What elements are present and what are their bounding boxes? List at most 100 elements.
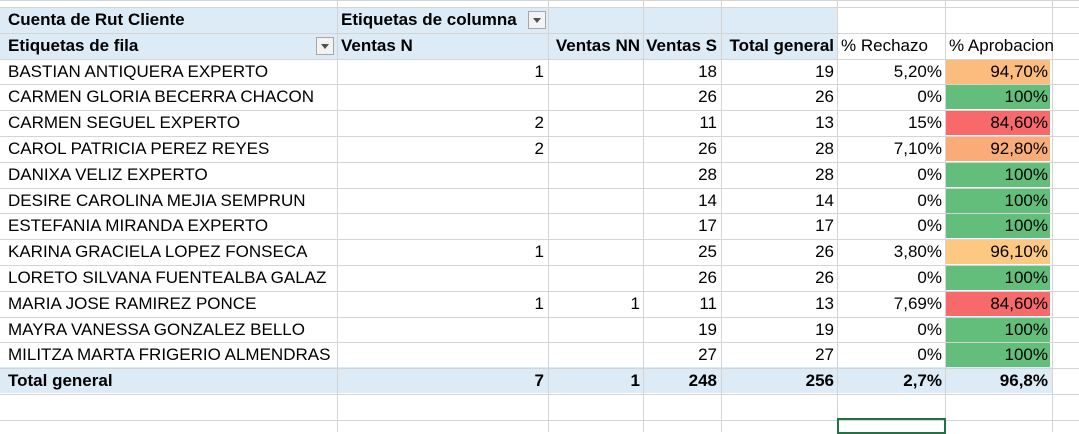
aprobacion-value[interactable]: 100% <box>1004 190 1048 210</box>
ventas-s-value[interactable]: 18 <box>698 61 717 81</box>
total-value[interactable]: 26 <box>815 87 834 107</box>
aprobacion-value[interactable]: 94,70% <box>990 61 1048 81</box>
row-labels-filter-dropdown[interactable] <box>316 36 334 55</box>
rechazo-value[interactable]: 0% <box>917 164 942 184</box>
aprobacion-value[interactable]: 84,60% <box>990 113 1048 133</box>
ventas-n-value[interactable] <box>341 84 544 109</box>
total-value[interactable]: 19 <box>815 319 834 339</box>
ventas-n-value[interactable]: 1 <box>534 61 544 81</box>
row-labels-header[interactable]: Etiquetas de fila <box>8 35 139 55</box>
ventas-n-header[interactable]: Ventas N <box>341 35 413 55</box>
rechazo-value[interactable]: 0% <box>917 268 942 287</box>
ventas-nn-value[interactable] <box>548 239 640 264</box>
ventas-s-value[interactable]: 14 <box>698 190 717 210</box>
ventas-nn-header[interactable]: Ventas NN <box>555 35 640 55</box>
ventas-n-value[interactable]: 2 <box>534 139 544 158</box>
ventas-s-value[interactable]: 27 <box>698 345 717 365</box>
value-field-label[interactable]: Cuenta de Rut Cliente <box>8 10 185 29</box>
total-value[interactable]: 26 <box>815 242 834 262</box>
ventas-n-value[interactable] <box>341 317 544 342</box>
ventas-s-header[interactable]: Ventas S <box>646 35 717 55</box>
total-value[interactable]: 28 <box>815 164 834 184</box>
rechazo-value[interactable]: 0% <box>917 216 942 236</box>
row-label[interactable]: MAYRA VANESSA GONZALEZ BELLO <box>8 319 305 339</box>
ventas-s-value[interactable]: 26 <box>698 87 717 107</box>
total-value[interactable]: 14 <box>815 190 834 210</box>
ventas-nn-value[interactable] <box>548 84 640 109</box>
ventas-n-value[interactable]: 1 <box>534 293 544 313</box>
ventas-s-value[interactable]: 26 <box>698 268 717 287</box>
aprobacion-value[interactable]: 100% <box>1004 216 1048 236</box>
row-label[interactable]: CARMEN GLORIA BECERRA CHACON <box>8 87 315 107</box>
ventas-nn-value[interactable] <box>548 188 640 213</box>
ventas-nn-value[interactable] <box>548 317 640 342</box>
total-value[interactable]: 26 <box>815 268 834 287</box>
total-value[interactable]: 17 <box>815 216 834 236</box>
rechazo-value[interactable]: 7,69% <box>893 293 942 313</box>
row-label[interactable]: ESTEFANIA MIRANDA EXPERTO <box>8 216 269 236</box>
rechazo-header[interactable]: % Rechazo <box>841 35 928 55</box>
grand-total-ventas-n[interactable]: 7 <box>534 371 544 391</box>
ventas-nn-value[interactable] <box>548 342 640 367</box>
row-label[interactable]: DESIRE CAROLINA MEJIA SEMPRUN <box>8 190 306 210</box>
rechazo-value[interactable]: 0% <box>917 87 942 107</box>
aprobacion-value[interactable]: 84,60% <box>990 293 1048 313</box>
ventas-nn-value[interactable] <box>548 265 640 290</box>
row-label[interactable]: CARMEN SEGUEL EXPERTO <box>8 113 241 133</box>
aprobacion-value[interactable]: 100% <box>1004 319 1048 339</box>
grand-total-rechazo[interactable]: 2,7% <box>903 371 942 391</box>
ventas-nn-value[interactable] <box>548 136 640 161</box>
aprobacion-value[interactable]: 100% <box>1004 87 1048 107</box>
ventas-nn-value[interactable] <box>548 162 640 187</box>
ventas-s-value[interactable]: 19 <box>698 319 717 339</box>
aprobacion-value[interactable]: 96,10% <box>990 242 1048 262</box>
total-value[interactable]: 19 <box>815 61 834 81</box>
row-label[interactable]: DANIXA VELIZ EXPERTO <box>8 164 208 184</box>
ventas-s-value[interactable]: 26 <box>698 139 717 158</box>
ventas-n-value[interactable]: 2 <box>534 113 544 133</box>
ventas-s-value[interactable]: 28 <box>698 164 717 184</box>
rechazo-value[interactable]: 0% <box>917 190 942 210</box>
ventas-n-value[interactable] <box>341 188 544 213</box>
rechazo-value[interactable]: 0% <box>917 319 942 339</box>
total-value[interactable]: 27 <box>815 345 834 365</box>
ventas-n-value[interactable] <box>341 213 544 238</box>
aprobacion-value[interactable]: 92,80% <box>990 139 1048 158</box>
grand-total-label[interactable]: Total general <box>8 371 113 391</box>
row-label[interactable]: KARINA GRACIELA LOPEZ FONSECA <box>8 242 308 262</box>
rechazo-value[interactable]: 3,80% <box>893 242 942 262</box>
row-label[interactable]: MARIA JOSE RAMIREZ PONCE <box>8 293 257 313</box>
grand-total-value[interactable]: 256 <box>805 371 834 391</box>
grand-total-ventas-s[interactable]: 248 <box>688 371 717 391</box>
column-labels-header[interactable]: Etiquetas de columna <box>341 10 517 29</box>
total-value[interactable]: 13 <box>815 293 834 313</box>
total-value[interactable]: 13 <box>815 113 834 133</box>
aprobacion-value[interactable]: 100% <box>1004 345 1048 365</box>
aprobacion-value[interactable]: 100% <box>1004 164 1048 184</box>
ventas-s-value[interactable]: 25 <box>698 242 717 262</box>
ventas-n-value[interactable] <box>341 342 544 367</box>
row-label[interactable]: CAROL PATRICIA PEREZ REYES <box>8 139 270 158</box>
ventas-nn-value[interactable] <box>548 110 640 135</box>
row-label[interactable]: LORETO SILVANA FUENTEALBA GALAZ <box>8 268 327 287</box>
grand-total-aprobacion[interactable]: 96,8% <box>999 371 1048 391</box>
row-label[interactable]: BASTIAN ANTIQUERA EXPERTO <box>8 61 269 81</box>
total-general-header[interactable]: Total general <box>729 35 834 55</box>
ventas-n-value[interactable] <box>341 162 544 187</box>
ventas-nn-value[interactable] <box>548 59 640 84</box>
ventas-n-value[interactable] <box>341 265 544 290</box>
aprobacion-header[interactable]: % Aprobacion <box>949 35 1054 55</box>
ventas-n-value[interactable]: 1 <box>534 242 544 262</box>
ventas-s-value[interactable]: 11 <box>699 113 717 133</box>
aprobacion-value[interactable]: 100% <box>1004 268 1048 287</box>
column-labels-filter-dropdown[interactable] <box>528 11 546 29</box>
ventas-nn-value[interactable] <box>548 213 640 238</box>
rechazo-value[interactable]: 5,20% <box>893 61 942 81</box>
ventas-s-value[interactable]: 17 <box>698 216 717 236</box>
ventas-s-value[interactable]: 11 <box>699 293 717 313</box>
row-label[interactable]: MILITZA MARTA FRIGERIO ALMENDRAS <box>8 345 331 365</box>
ventas-nn-value[interactable]: 1 <box>630 293 640 313</box>
rechazo-value[interactable]: 15% <box>907 113 942 133</box>
rechazo-value[interactable]: 0% <box>917 345 942 365</box>
grand-total-ventas-nn[interactable]: 1 <box>630 371 640 391</box>
